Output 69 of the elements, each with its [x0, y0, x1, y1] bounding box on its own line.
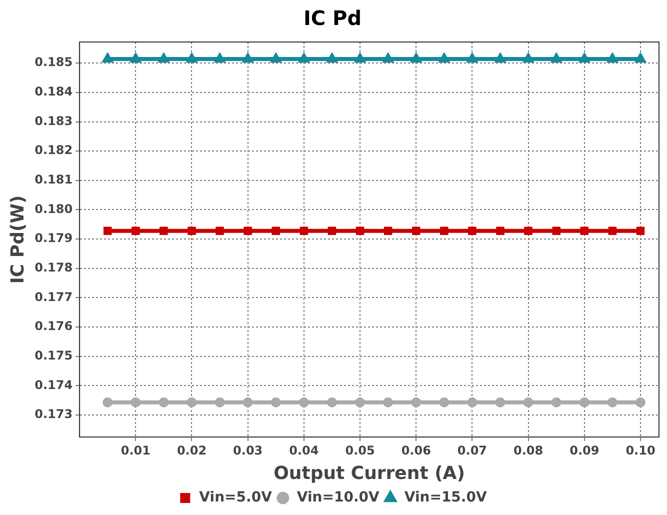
point: [607, 397, 618, 408]
y-tick-label: 0.179: [34, 231, 73, 246]
legend-label: Vin=5.0V: [199, 490, 272, 506]
point: [468, 226, 476, 235]
point: [272, 226, 280, 235]
point: [552, 226, 560, 235]
legend-label: Vin=15.0V: [404, 490, 487, 506]
point: [467, 397, 478, 408]
y-tick-label: 0.184: [34, 84, 73, 99]
point: [160, 226, 168, 235]
x-axis-title: Output Current (A): [274, 462, 465, 484]
point: [244, 226, 252, 235]
point: [495, 397, 506, 408]
point: [328, 226, 336, 235]
point: [551, 397, 562, 408]
point: [440, 226, 448, 235]
y-tick-label: 0.185: [34, 55, 73, 70]
y-tick-label: 0.180: [34, 202, 73, 216]
point: [636, 226, 645, 235]
y-axis-title: IC Pd(W): [7, 195, 28, 284]
point: [579, 397, 590, 408]
point: [102, 397, 113, 408]
y-tick-label: 0.183: [34, 114, 73, 128]
point: [186, 397, 197, 408]
point: [524, 226, 532, 235]
point: [523, 397, 534, 408]
y-tick-label: 0.177: [34, 290, 73, 304]
point: [580, 226, 589, 235]
y-tick-label: 0.176: [34, 319, 73, 334]
point: [214, 397, 225, 408]
y-tick-label: 0.178: [34, 260, 73, 275]
point: [130, 397, 141, 408]
x-tick-label: 0.09: [570, 443, 600, 458]
point: [411, 397, 422, 408]
point: [383, 397, 394, 408]
point: [216, 226, 224, 235]
x-tick-label: 0.03: [233, 443, 263, 458]
point: [300, 226, 308, 235]
point: [158, 397, 169, 408]
point: [103, 226, 112, 235]
point: [270, 397, 281, 408]
point: [132, 226, 140, 235]
point: [496, 226, 504, 235]
point: [608, 226, 617, 235]
x-tick-label: 0.10: [626, 443, 656, 458]
point: [298, 397, 309, 408]
x-tick-label: 0.04: [289, 443, 319, 458]
chart-title: IC Pd: [303, 6, 362, 30]
y-tick-label: 0.173: [34, 407, 73, 422]
x-tick-label: 0.08: [514, 443, 544, 458]
legend-label: Vin=10.0V: [296, 490, 380, 506]
point: [635, 397, 646, 408]
point: [384, 226, 392, 235]
y-tick-label: 0.175: [34, 348, 73, 362]
x-tick-label: 0.06: [401, 443, 431, 458]
y-tick-label: 0.181: [34, 172, 73, 187]
x-tick-label: 0.01: [120, 443, 150, 458]
x-tick-label: 0.07: [457, 443, 488, 458]
point: [188, 226, 196, 235]
x-tick-label: 0.05: [345, 443, 375, 458]
x-tick-label: 0.02: [176, 443, 207, 458]
point: [326, 397, 337, 408]
point: [242, 397, 253, 408]
point: [439, 397, 450, 408]
point: [356, 226, 364, 235]
y-tick-label: 0.174: [34, 378, 73, 392]
point: [412, 226, 420, 235]
point: [355, 397, 366, 408]
y-tick-label: 0.182: [34, 143, 73, 158]
